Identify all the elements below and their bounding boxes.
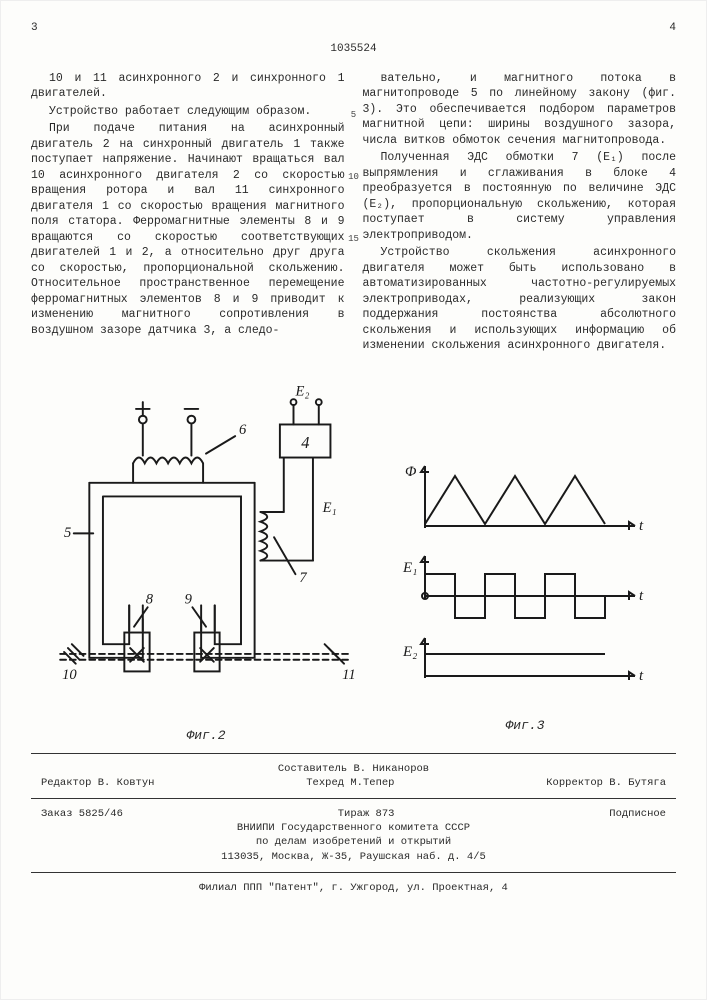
fig3-e1: E₁ [402,560,417,576]
line-mark-15: 15 [348,233,359,245]
separator [31,753,676,754]
left-column: 10 и 11 асинхронного 2 и синхронного 1 д… [31,71,345,356]
fig3-e2: E₂ [402,644,417,660]
fig3-t3: t [639,668,644,684]
patent-page: 3 4 1035524 10 и 11 асинхронного 2 и син… [0,0,707,1000]
para: 10 и 11 асинхронного 2 и синхронного 1 д… [31,71,345,102]
fig2: 5 6 7 8 9 10 11 4 E₁ E₂ Фиг.2 [31,366,381,745]
fig2-label-5: 5 [64,525,71,541]
sub: Подписное [609,807,666,821]
addr2: Филиал ППП "Патент", г. Ужгород, ул. Про… [31,881,676,895]
fig2-label-10: 10 [62,667,77,683]
compiler-line: Составитель В. Никаноров [31,762,676,776]
fig2-label-6: 6 [239,422,247,438]
fig3-svg: Φ E₁ E₂ t t t [395,456,655,716]
fig3-t1: t [639,518,644,534]
line-mark-5: 5 [351,109,356,121]
techred: Техред М.Тепер [306,776,394,790]
corrector: Корректор В. Бутяга [546,776,666,790]
fig3-caption: Фиг.3 [395,717,655,735]
order-num: Заказ 5825/46 [41,807,123,821]
page-header: 3 4 [31,21,676,36]
fig3: Φ E₁ E₂ t t t Фиг.3 [395,366,655,745]
right-column: вательно, и магнитного потока в магнитоп… [363,71,677,356]
line-mark-10: 10 [348,171,359,183]
diagram-area: 5 6 7 8 9 10 11 4 E₁ E₂ Фиг.2 [31,366,676,745]
tirazh: Тираж 873 [338,807,395,821]
fig2-e2: E₂ [294,383,309,399]
credits-row: Редактор В. Ковтун Техред М.Тепер Коррек… [41,776,666,790]
credits-block: Составитель В. Никаноров Редактор В. Ков… [31,762,676,790]
addr1: 113035, Москва, Ж-35, Раушская наб. д. 4… [31,850,676,864]
fig2-label-11: 11 [342,667,356,683]
fig3-phi: Φ [405,464,417,480]
separator [31,872,676,873]
org1: ВНИИПИ Государственного комитета СССР [31,821,676,835]
para: Полученная ЭДС обмотки 7 (E₁) после выпр… [363,150,677,243]
org2: по делам изобретений и открытий [31,835,676,849]
compiler-label: Составитель [278,763,347,775]
compiler-name: В. Никаноров [354,763,430,775]
fig2-e1: E₁ [322,500,337,516]
separator [31,798,676,799]
para: вательно, и магнитного потока в магнитоп… [363,71,677,149]
para: При подаче питания на асинхронный двигат… [31,121,345,338]
para: Устройство работает следующим образом. [31,104,345,120]
fig2-label-9: 9 [185,591,193,607]
para: Устройство скольжения асинхронного двига… [363,245,677,354]
page-num-left: 3 [31,21,38,36]
fig2-svg: 5 6 7 8 9 10 11 4 E₁ E₂ [31,366,381,726]
fig3-t2: t [639,588,644,604]
fig2-caption: Фиг.2 [31,727,381,745]
fig2-label-8: 8 [146,591,154,607]
editor: Редактор В. Ковтун [41,776,154,790]
doc-number: 1035524 [31,42,676,57]
fig2-label-7: 7 [299,570,307,586]
fig2-block4: 4 [301,433,309,452]
page-num-right: 4 [669,21,676,36]
footer-block: Заказ 5825/46 Тираж 873 Подписное ВНИИПИ… [31,807,676,895]
